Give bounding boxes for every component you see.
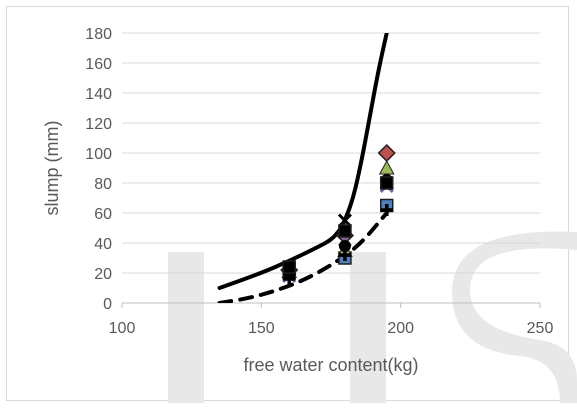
data-point-square	[379, 176, 394, 190]
data-point-triangle	[378, 159, 395, 175]
data-point-plus	[338, 249, 351, 261]
data-point-circle	[338, 240, 351, 252]
data-point-square	[338, 224, 352, 238]
y-tick-label: 100	[85, 146, 112, 163]
x-axis-title: free water content(kg)	[243, 355, 418, 375]
grid-lines	[122, 32, 540, 274]
y-axis-title: slump (mm)	[42, 121, 62, 216]
data-points	[280, 143, 396, 285]
axes	[121, 302, 541, 308]
data-point-plus	[283, 273, 296, 285]
y-tick-label: 0	[103, 296, 112, 313]
y-tick-label: 160	[85, 56, 112, 73]
y-tick-label: 80	[94, 176, 112, 193]
x-tick-label: 250	[527, 320, 554, 337]
upper-bound-curve	[217, 33, 389, 290]
watermark-logo	[168, 231, 577, 403]
data-point-diamond	[377, 143, 396, 163]
data-point-square	[282, 260, 296, 274]
tick-labels: 0 20 40 60 80 100 120 140 160 180 100 150 200 250	[85, 26, 553, 337]
y-tick-label: 120	[85, 116, 112, 133]
y-tick-label: 180	[85, 26, 112, 43]
data-point-plus	[380, 204, 393, 216]
x-tick-label: 150	[248, 320, 275, 337]
y-tick-label: 60	[94, 206, 112, 223]
y-tick-label: 20	[94, 266, 112, 283]
x-tick-label: 200	[387, 320, 414, 337]
x-tick-label: 100	[109, 320, 136, 337]
y-tick-label: 140	[85, 86, 112, 103]
y-tick-label: 40	[94, 236, 112, 253]
